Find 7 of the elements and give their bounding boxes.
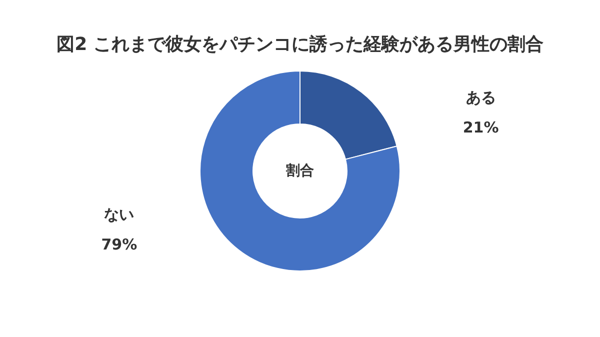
data-label: 79% xyxy=(101,236,138,254)
chart-title: 図2 これまで彼女をパチンコに誘った経験がある男性の割合 xyxy=(56,34,544,55)
data-label: 21% xyxy=(462,118,499,136)
text: 割合 xyxy=(285,162,314,179)
donut-slice xyxy=(200,70,400,272)
slice-label: ない xyxy=(104,206,134,224)
slice-label: ある xyxy=(466,88,496,106)
